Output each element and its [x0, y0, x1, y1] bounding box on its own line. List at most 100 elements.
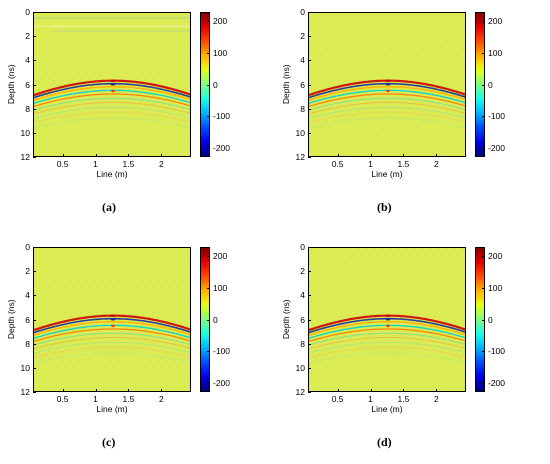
apex-spot: [385, 86, 391, 89]
y-tick-mark: [308, 108, 311, 110]
x-tick-label: 1.5: [397, 159, 410, 169]
panel-caption: (d): [377, 435, 392, 449]
y-tick-label: 0: [25, 7, 30, 17]
texture-line: [406, 90, 465, 156]
x-tick-mark: [161, 154, 163, 157]
y-tick-mark: [308, 36, 311, 38]
apex-spot: [110, 83, 116, 86]
texture-line: [163, 361, 190, 391]
texture-line: [309, 248, 384, 332]
colorbar-tick-mark: [207, 116, 210, 118]
y-tick-mark: [308, 343, 311, 345]
texture-line: [155, 352, 190, 391]
x-tick-mark: [128, 389, 130, 392]
direct-wave-stripe: [34, 16, 190, 19]
y-tick-label: 8: [300, 103, 305, 114]
x-tick-mark: [128, 154, 130, 157]
colorbar-tick-mark: [207, 147, 210, 149]
texture-line: [309, 248, 376, 323]
x-tick-label: 1: [93, 394, 98, 404]
texture-line: [309, 13, 400, 115]
texture-line: [318, 248, 448, 391]
texture-line: [309, 248, 400, 350]
texture-line: [309, 248, 416, 367]
panel-caption: (b): [377, 200, 392, 214]
x-tick-label: 2: [159, 394, 164, 404]
reflection-hyperbola: [34, 341, 190, 354]
heatmap-svg: [34, 13, 190, 156]
x-tick-mark: [161, 389, 163, 392]
y-tick-mark: [33, 247, 36, 248]
colorbar-tick-mark: [482, 287, 485, 289]
y-tick-label: 6: [300, 79, 305, 90]
texture-line: [342, 19, 465, 156]
apex-spot: [386, 89, 390, 93]
x-tick-label: 2: [434, 394, 439, 404]
colorbar-tick-label: 0: [488, 314, 493, 325]
x-tick-label: 1.5: [397, 394, 410, 404]
reflection-hyperbola: [309, 341, 465, 354]
y-tick-label: 6: [25, 314, 30, 325]
x-tick-mark: [436, 154, 438, 157]
colorbar-tick-mark: [207, 84, 210, 86]
texture-line: [309, 13, 392, 106]
texture-line: [382, 64, 465, 156]
colorbar-tick-label: 200: [488, 16, 503, 27]
apex-spot: [110, 318, 116, 321]
colorbar-tick-label: -200: [488, 142, 506, 153]
panel-a: 0.5 1 1.5 2 0 2 4 6 8 10 12 Line (m) Depth (ns) 200 10…: [0, 0, 275, 229]
colorbar-tick-label: 0: [213, 79, 218, 90]
apex-spot: [110, 86, 116, 89]
texture-line: [35, 13, 165, 156]
colorbar-tick-mark: [207, 319, 210, 321]
texture-line: [43, 13, 173, 156]
x-tick-label: 0.5: [56, 159, 69, 169]
colorbar-tick-mark: [482, 116, 485, 118]
texture-line: [83, 37, 190, 156]
texture-line: [67, 19, 190, 156]
reflection-hyperbola: [309, 328, 465, 342]
colorbar-tick-mark: [207, 287, 210, 289]
texture-line: [123, 81, 190, 156]
texture-line: [34, 13, 85, 70]
apex-spot: [384, 79, 392, 82]
y-tick-mark: [33, 108, 36, 110]
x-tick-mark: [337, 389, 339, 392]
y-tick-label: 6: [25, 79, 30, 90]
x-tick-label: 2: [159, 159, 164, 169]
colorbar-tick-mark: [207, 351, 210, 353]
texture-line: [34, 248, 93, 314]
heatmap-plot: [33, 247, 191, 392]
y-tick-mark: [308, 319, 311, 321]
panel-caption: (a): [102, 200, 116, 214]
y-tick-mark: [308, 12, 311, 13]
texture-line: [139, 99, 190, 156]
y-tick-label: 4: [25, 290, 30, 301]
y-tick-label: 2: [25, 266, 30, 277]
y-tick-mark: [33, 343, 36, 345]
texture-line: [326, 13, 456, 156]
apex-spot: [385, 321, 391, 324]
colorbar-tick-label: -100: [488, 111, 506, 122]
x-tick-mark: [403, 154, 405, 157]
colorbar-tick-label: -200: [213, 377, 231, 388]
x-tick-mark: [370, 389, 372, 392]
x-tick-label: 2: [434, 159, 439, 169]
reflection-hyperbola: [309, 93, 465, 107]
colorbar-tick-label: -200: [488, 377, 506, 388]
apex-spot: [385, 318, 391, 321]
x-tick-label: 1: [368, 394, 373, 404]
y-tick-mark: [308, 271, 311, 273]
y-tick-mark: [308, 367, 311, 369]
texture-line: [59, 13, 189, 156]
y-tick-label: 12: [295, 387, 305, 397]
heatmap-svg: [309, 248, 465, 391]
x-tick-mark: [370, 154, 372, 157]
x-axis-label: Line (m): [96, 404, 128, 414]
texture-line: [147, 343, 190, 391]
x-tick-label: 1: [368, 159, 373, 169]
texture-line: [309, 248, 392, 341]
apex-spot: [110, 321, 116, 324]
texture-line: [34, 248, 117, 341]
y-tick-label: 2: [25, 31, 30, 42]
